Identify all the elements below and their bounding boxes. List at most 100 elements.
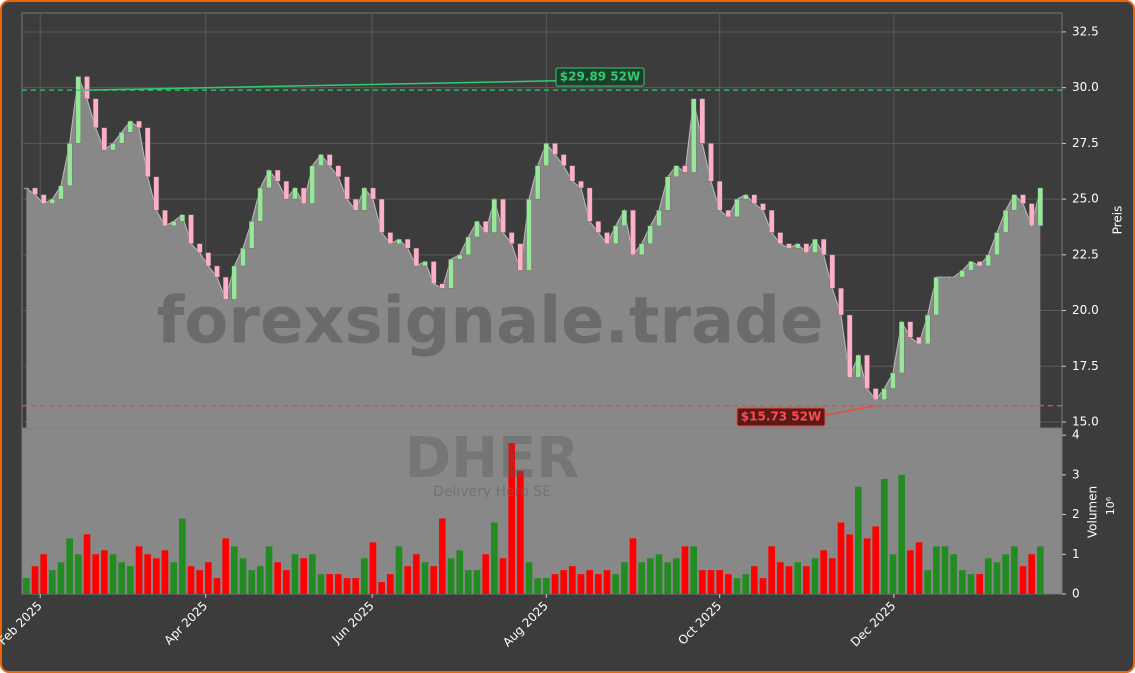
volume-bar	[317, 574, 325, 594]
volume-bar	[66, 538, 73, 594]
volume-bar	[421, 562, 429, 594]
candle	[248, 221, 255, 249]
volume-tick-label: 1	[1072, 547, 1080, 561]
candle	[118, 132, 125, 144]
candle	[543, 143, 550, 166]
volume-bar	[499, 558, 507, 594]
volume-bar	[777, 562, 784, 594]
volume-bar	[889, 554, 897, 594]
candle	[162, 210, 168, 227]
volume-bar	[603, 570, 611, 594]
candle	[84, 76, 90, 100]
annotation-arrow	[86, 78, 645, 91]
volume-bar	[837, 522, 845, 594]
volume-bar	[1011, 546, 1018, 594]
volume-bar	[863, 538, 871, 594]
candle	[916, 337, 922, 345]
candle	[300, 187, 307, 204]
candle	[491, 198, 498, 233]
volume-bar	[1037, 546, 1044, 594]
candle	[812, 239, 818, 253]
volume-bar	[508, 443, 515, 594]
candle	[777, 232, 784, 244]
candle	[40, 194, 47, 204]
candle	[214, 265, 220, 278]
volume-bar	[664, 562, 671, 594]
candle	[612, 225, 619, 244]
volume-bar	[707, 570, 715, 594]
candle	[638, 243, 645, 256]
volume-bar	[638, 562, 645, 594]
volume-bar	[569, 566, 576, 594]
volume-bar	[915, 542, 923, 594]
candle	[439, 283, 446, 289]
candle	[231, 265, 238, 300]
candle	[92, 98, 99, 128]
volume-bar	[933, 546, 940, 594]
volume-bar	[196, 570, 203, 594]
candle	[136, 120, 142, 128]
candle	[205, 252, 212, 267]
candle	[344, 176, 350, 200]
candle	[526, 198, 532, 271]
volume-bar	[855, 486, 862, 594]
candle	[656, 210, 662, 227]
candle	[734, 198, 740, 218]
candle	[58, 185, 64, 200]
candle	[855, 354, 862, 378]
candle	[690, 98, 697, 173]
volume-bar	[369, 542, 377, 594]
candle	[933, 276, 940, 316]
volume-bar	[785, 566, 793, 594]
y-tick-label: 30.0	[1072, 80, 1099, 94]
annotation-box	[736, 407, 826, 427]
candle	[153, 176, 160, 211]
candle	[361, 187, 368, 211]
company-watermark: Delivery Hero SE	[433, 484, 551, 500]
candle	[846, 314, 853, 378]
volume-bar	[222, 538, 229, 594]
volume-bar	[733, 578, 741, 594]
volume-bar	[534, 578, 541, 594]
volume-bar	[92, 554, 99, 594]
candle	[422, 261, 428, 267]
volume-bar	[612, 574, 619, 594]
candle	[188, 214, 194, 244]
candle	[803, 243, 810, 253]
volume-bar	[343, 578, 351, 594]
candle	[101, 127, 108, 151]
volume-bar	[187, 566, 195, 594]
y-tick-label: 22.5	[1072, 247, 1099, 261]
candle	[404, 239, 411, 249]
volume-bar	[950, 554, 957, 594]
volume-bar	[326, 574, 333, 594]
y-tick-label: 17.5	[1072, 359, 1099, 373]
annotation-box	[555, 67, 645, 87]
volume-bar	[629, 538, 637, 594]
volume-bar	[404, 566, 411, 594]
volume-bar	[993, 562, 1001, 594]
volume-bar	[335, 574, 342, 594]
candle	[829, 254, 836, 289]
volume-bar	[239, 558, 247, 594]
volume-bar	[976, 574, 983, 594]
candle	[881, 388, 888, 400]
candle	[222, 276, 229, 300]
volume-bar	[153, 558, 160, 594]
volume-bar	[655, 554, 663, 594]
volume-bar	[820, 550, 827, 594]
candle	[456, 254, 463, 260]
volume-bar	[482, 554, 489, 594]
annotation-label: $29.89 52W	[560, 70, 640, 84]
volume-bar	[274, 562, 281, 594]
volume-bar	[577, 574, 585, 594]
annotation-label: $15.73 52W	[741, 410, 821, 424]
volume-bar	[456, 550, 463, 594]
candle	[292, 187, 298, 200]
volume-bar	[742, 574, 749, 594]
volume-bar	[127, 566, 134, 594]
candle	[595, 221, 602, 233]
volume-bar	[716, 570, 723, 594]
volume-bar	[465, 570, 472, 594]
